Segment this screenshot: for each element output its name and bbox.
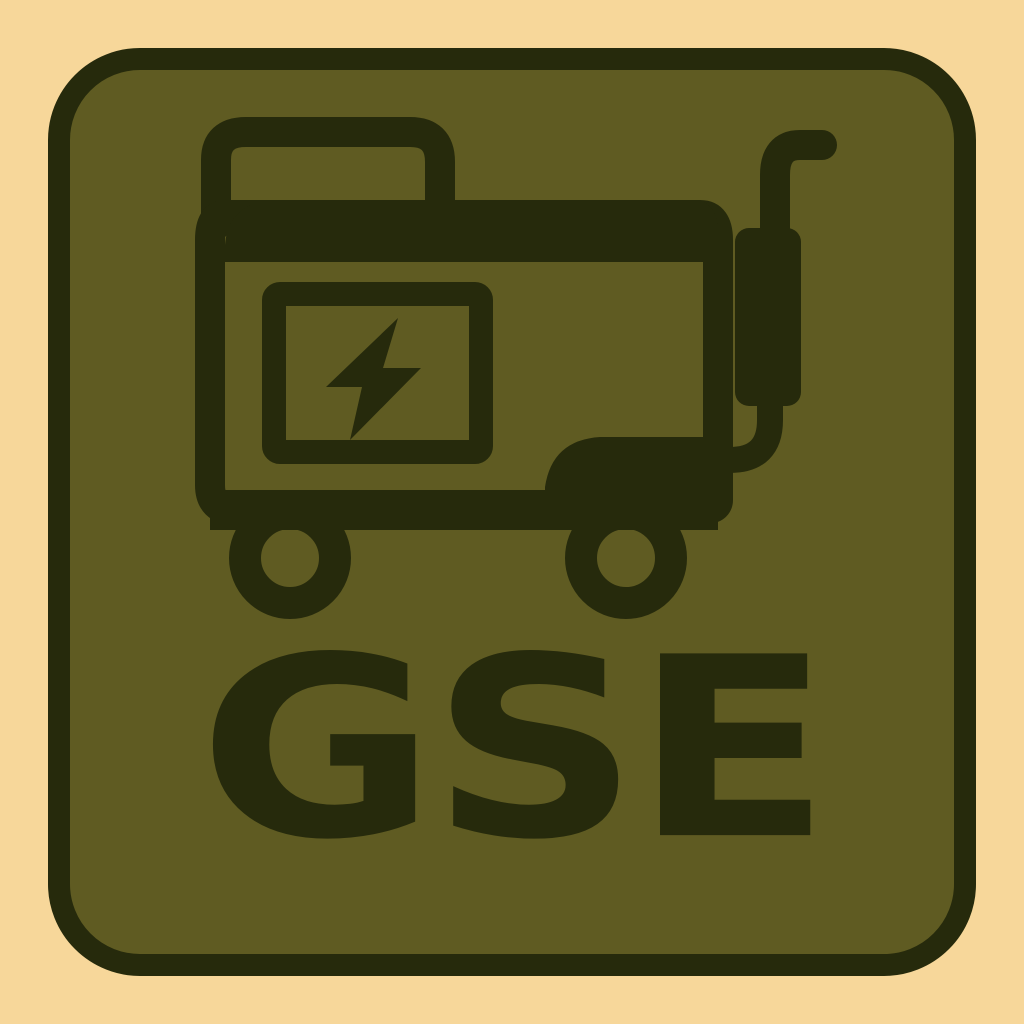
generator-handle [201,117,455,240]
fuel-hose [702,387,783,473]
chassis-bar [210,490,718,530]
control-panel [262,282,493,464]
muffler [735,228,801,406]
exhaust-pipe [760,130,837,255]
lightning-bolt-icon [326,318,421,440]
gse-label: GSE [198,604,832,895]
generator-top-cover [225,200,718,262]
